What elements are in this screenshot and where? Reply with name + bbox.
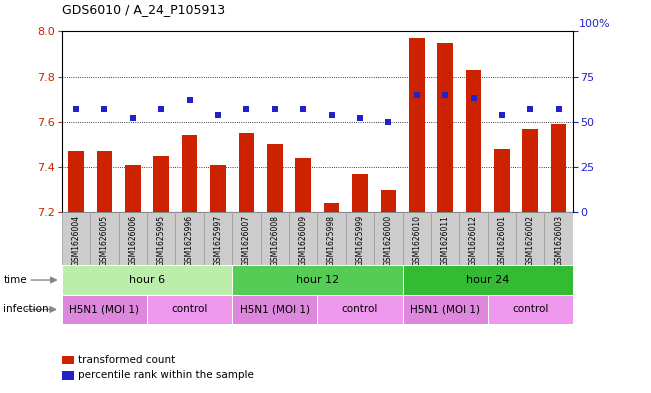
Bar: [154, 156, 169, 212]
Text: GSM1626000: GSM1626000: [384, 215, 393, 266]
Bar: [317, 295, 402, 324]
Point: [383, 119, 394, 125]
Point: [525, 106, 536, 112]
Bar: [210, 165, 226, 212]
Bar: [68, 151, 84, 212]
Text: GSM1626009: GSM1626009: [299, 215, 308, 266]
Bar: [381, 190, 396, 212]
Bar: [494, 149, 510, 212]
Text: hour 12: hour 12: [296, 275, 339, 285]
Bar: [125, 165, 141, 212]
Bar: [402, 212, 431, 265]
Bar: [232, 295, 317, 324]
Point: [184, 97, 195, 103]
Bar: [465, 70, 481, 212]
Bar: [324, 203, 339, 212]
Point: [553, 106, 564, 112]
Text: H5N1 (MOI 1): H5N1 (MOI 1): [70, 305, 139, 314]
Text: GSM1626012: GSM1626012: [469, 215, 478, 266]
Bar: [523, 129, 538, 212]
Bar: [317, 212, 346, 265]
Text: hour 24: hour 24: [466, 275, 509, 285]
Text: infection: infection: [3, 305, 49, 314]
Point: [71, 106, 81, 112]
Text: percentile rank within the sample: percentile rank within the sample: [78, 370, 254, 380]
Point: [497, 112, 507, 118]
Bar: [62, 265, 232, 295]
Bar: [267, 145, 283, 212]
Bar: [118, 212, 147, 265]
Bar: [409, 38, 424, 212]
Bar: [204, 212, 232, 265]
Text: transformed count: transformed count: [78, 354, 175, 365]
Bar: [147, 212, 175, 265]
Text: control: control: [342, 305, 378, 314]
Bar: [232, 212, 260, 265]
Text: GSM1625997: GSM1625997: [214, 215, 223, 266]
Bar: [232, 265, 402, 295]
Bar: [488, 295, 573, 324]
Point: [440, 92, 450, 98]
Bar: [62, 295, 147, 324]
Text: GSM1626008: GSM1626008: [270, 215, 279, 266]
Text: GSM1625995: GSM1625995: [157, 215, 166, 266]
Bar: [437, 43, 453, 212]
Bar: [488, 212, 516, 265]
Point: [411, 92, 422, 98]
Bar: [175, 212, 204, 265]
Bar: [62, 212, 90, 265]
Point: [213, 112, 223, 118]
Point: [270, 106, 280, 112]
Text: GSM1626003: GSM1626003: [554, 215, 563, 266]
Text: H5N1 (MOI 1): H5N1 (MOI 1): [410, 305, 480, 314]
Bar: [346, 212, 374, 265]
Text: GSM1626002: GSM1626002: [526, 215, 534, 266]
Bar: [516, 212, 544, 265]
Point: [468, 95, 478, 101]
Bar: [147, 295, 232, 324]
Bar: [260, 212, 289, 265]
Point: [326, 112, 337, 118]
Bar: [238, 133, 254, 212]
Bar: [402, 295, 488, 324]
Bar: [374, 212, 402, 265]
Text: GSM1626001: GSM1626001: [497, 215, 506, 266]
Bar: [402, 265, 573, 295]
Bar: [289, 212, 317, 265]
Text: GSM1626005: GSM1626005: [100, 215, 109, 266]
Point: [355, 115, 365, 121]
Bar: [431, 212, 460, 265]
Point: [241, 106, 251, 112]
Bar: [296, 158, 311, 212]
Bar: [96, 151, 112, 212]
Text: GDS6010 / A_24_P105913: GDS6010 / A_24_P105913: [62, 3, 225, 16]
Text: control: control: [171, 305, 208, 314]
Point: [128, 115, 138, 121]
Text: GSM1626011: GSM1626011: [441, 215, 450, 266]
Bar: [551, 124, 566, 212]
Text: 100%: 100%: [579, 18, 610, 29]
Text: control: control: [512, 305, 549, 314]
Text: GSM1625996: GSM1625996: [185, 215, 194, 266]
Bar: [544, 212, 573, 265]
Text: GSM1625998: GSM1625998: [327, 215, 336, 266]
Bar: [90, 212, 118, 265]
Text: time: time: [3, 275, 27, 285]
Bar: [182, 135, 197, 212]
Bar: [352, 174, 368, 212]
Point: [99, 106, 109, 112]
Text: GSM1626004: GSM1626004: [72, 215, 81, 266]
Text: GSM1626010: GSM1626010: [412, 215, 421, 266]
Text: GSM1625999: GSM1625999: [355, 215, 365, 266]
Point: [298, 106, 309, 112]
Text: GSM1626006: GSM1626006: [128, 215, 137, 266]
Text: hour 6: hour 6: [129, 275, 165, 285]
Bar: [460, 212, 488, 265]
Text: H5N1 (MOI 1): H5N1 (MOI 1): [240, 305, 310, 314]
Text: GSM1626007: GSM1626007: [242, 215, 251, 266]
Point: [156, 106, 167, 112]
